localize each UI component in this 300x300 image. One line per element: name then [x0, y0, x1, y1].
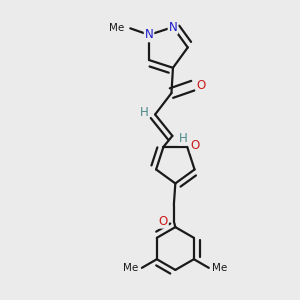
- Text: Me: Me: [123, 263, 138, 273]
- Text: O: O: [159, 215, 168, 228]
- Text: N: N: [169, 21, 177, 34]
- Text: Me: Me: [109, 23, 124, 33]
- Text: H: H: [179, 132, 188, 145]
- Text: Me: Me: [212, 263, 228, 273]
- Text: O: O: [191, 139, 200, 152]
- Text: H: H: [140, 106, 148, 118]
- Text: O: O: [196, 79, 206, 92]
- Text: N: N: [145, 28, 153, 41]
